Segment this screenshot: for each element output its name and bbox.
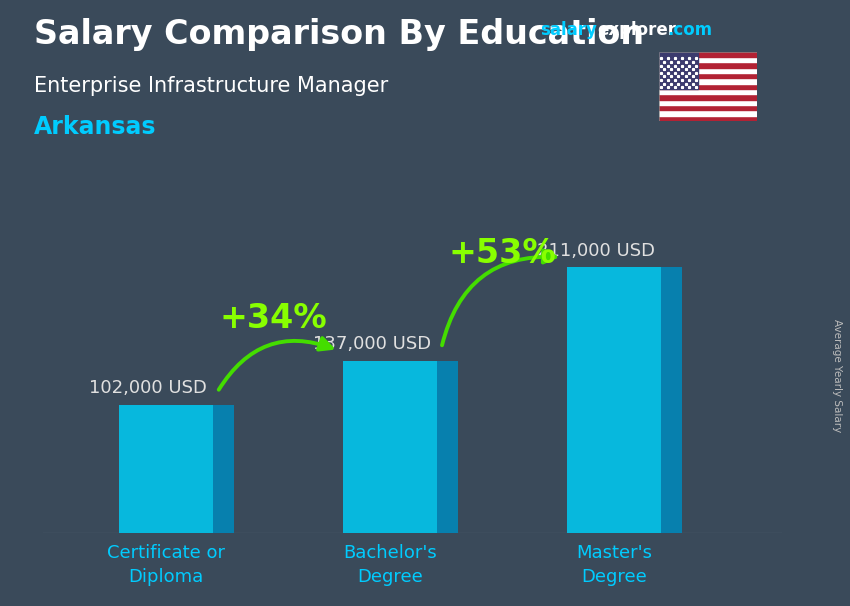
Text: Enterprise Infrastructure Manager: Enterprise Infrastructure Manager: [34, 76, 388, 96]
Bar: [659, 105, 756, 110]
Text: 137,000 USD: 137,000 USD: [313, 335, 431, 353]
Text: .com: .com: [667, 21, 712, 39]
Bar: [119, 405, 212, 533]
Text: Arkansas: Arkansas: [34, 115, 156, 139]
Text: Average Yearly Salary: Average Yearly Salary: [832, 319, 842, 432]
Bar: [659, 52, 756, 57]
Text: 211,000 USD: 211,000 USD: [537, 242, 655, 260]
Bar: [659, 68, 756, 73]
Bar: [659, 110, 756, 116]
Bar: [659, 52, 698, 89]
Text: salary: salary: [540, 21, 597, 39]
Bar: [659, 116, 756, 121]
Bar: [659, 100, 756, 105]
Polygon shape: [212, 405, 234, 533]
Bar: [659, 78, 756, 84]
Bar: [567, 267, 661, 533]
Bar: [659, 84, 756, 89]
Bar: [659, 95, 756, 100]
Bar: [659, 89, 756, 95]
Text: explorer: explorer: [598, 21, 677, 39]
Bar: [659, 62, 756, 68]
Bar: [343, 361, 437, 533]
Text: +53%: +53%: [448, 237, 556, 270]
Text: 102,000 USD: 102,000 USD: [89, 379, 207, 397]
Polygon shape: [661, 267, 682, 533]
Bar: [659, 73, 756, 78]
Text: +34%: +34%: [219, 302, 327, 336]
Polygon shape: [437, 361, 457, 533]
Text: Salary Comparison By Education: Salary Comparison By Education: [34, 18, 644, 51]
Bar: [659, 57, 756, 62]
